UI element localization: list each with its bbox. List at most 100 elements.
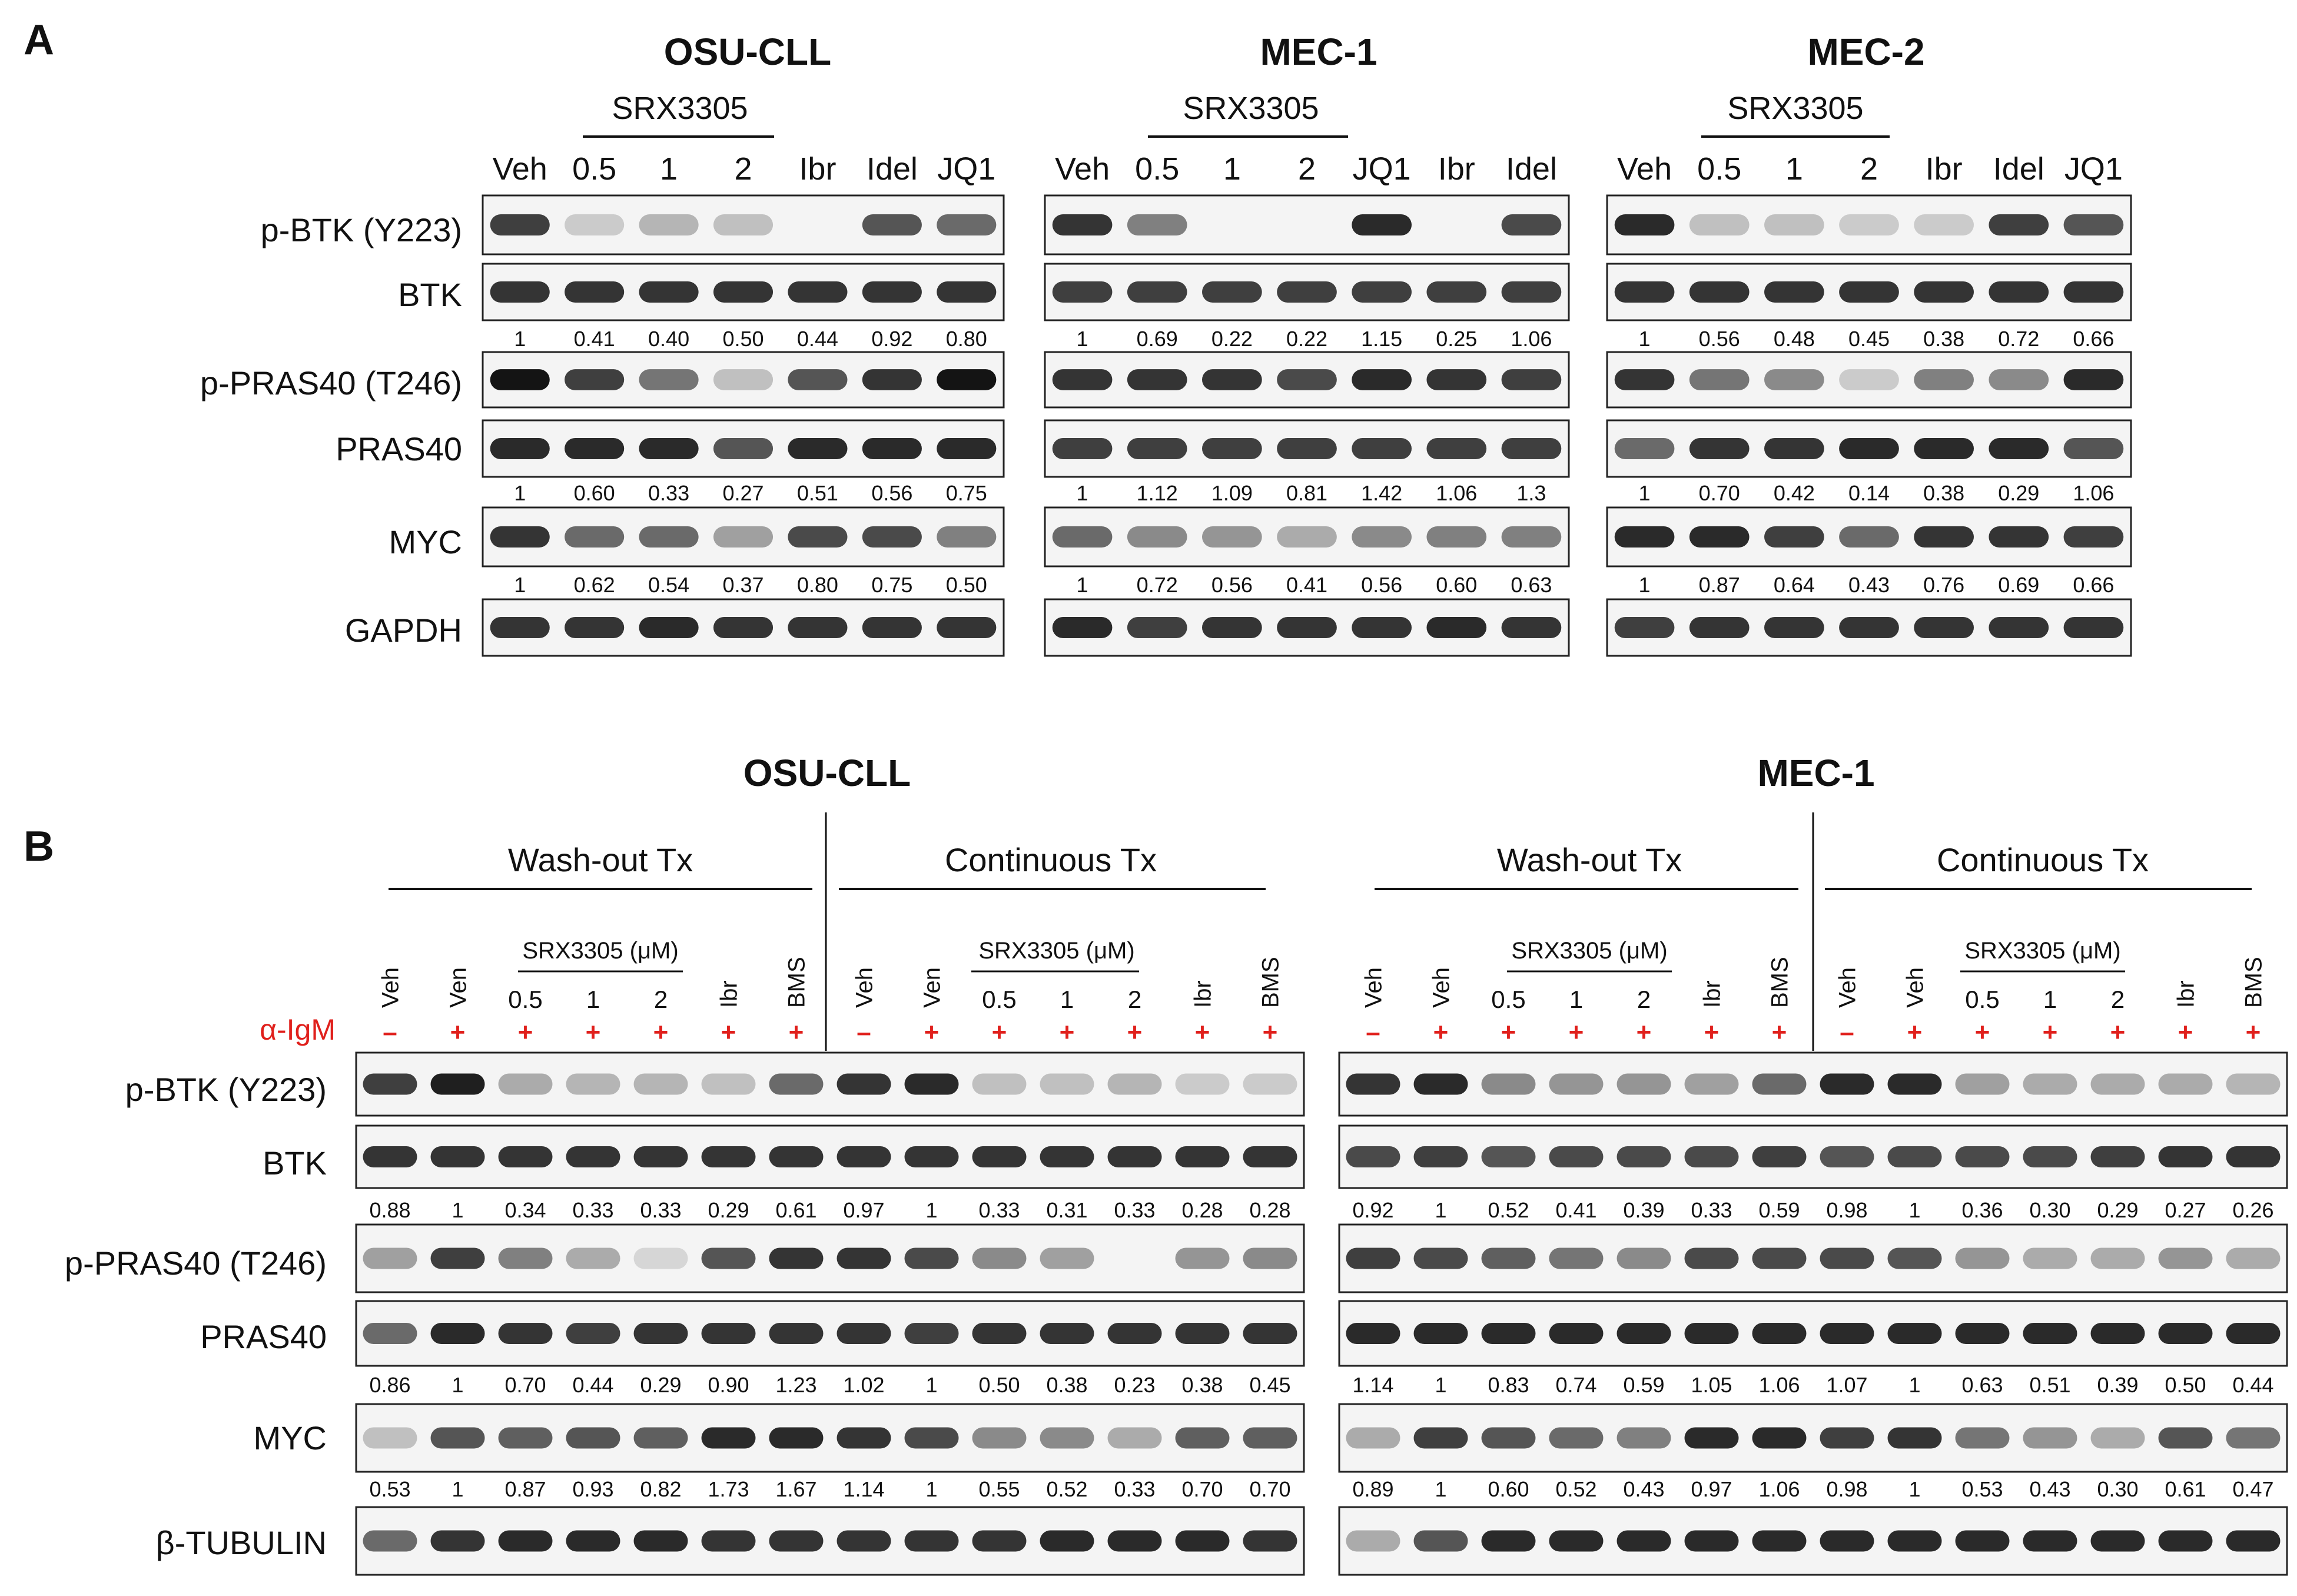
panel-b-blot-band	[1955, 1530, 2010, 1552]
panel-b-blot-band	[1175, 1146, 1230, 1167]
panel-b-blot-band	[1481, 1073, 1536, 1095]
panel-b-quant-value: 0.52	[1488, 1198, 1529, 1222]
panel-b-quant-value: 1.07	[1826, 1373, 1867, 1397]
panel-a-row-label-gapdh: GAPDH	[345, 612, 462, 649]
panel-b-regimen-continuous-osucll: Continuous Tx	[945, 841, 1157, 878]
panel-b-blot-band	[1481, 1530, 1536, 1552]
panel-b-blot-band	[972, 1427, 1027, 1449]
panel-b-blot-band	[1481, 1247, 1536, 1269]
panel-a-quant-value: 0.51	[797, 481, 838, 505]
panel-a-blot-band	[1352, 617, 1412, 638]
panel-a-quant-value: 0.66	[2073, 573, 2114, 597]
panel-b-blot-band	[363, 1073, 417, 1095]
panel-a-blot-band	[639, 281, 699, 303]
panel-a-lane-label: 2	[734, 151, 752, 187]
panel-b-blot-band	[1684, 1427, 1739, 1449]
panel-b-blot-band	[2226, 1146, 2281, 1167]
panel-b-title-osucll: OSU-CLL	[743, 752, 911, 794]
panel-b-igm-sign: +	[992, 1018, 1007, 1047]
panel-a-blot-band	[1277, 369, 1337, 390]
panel-b-blot-band	[1413, 1530, 1468, 1552]
panel-b-blot-band	[1752, 1073, 1807, 1095]
panel-a-quant-value: 0.54	[648, 573, 689, 597]
panel-a-blot-band	[1052, 214, 1113, 235]
panel-b-lane-label: Veh	[1835, 967, 1861, 1008]
panel-b-quant-value: 0.98	[1826, 1477, 1867, 1501]
panel-a-blot-band	[565, 617, 625, 638]
panel-b-blot-band	[1040, 1427, 1094, 1449]
panel-a-blot-band	[1352, 526, 1412, 548]
panel-b-blot-band	[1549, 1073, 1604, 1095]
panel-b-blot-band	[2023, 1323, 2077, 1344]
panel-b-blot-band	[2226, 1530, 2281, 1552]
panel-b-blot-band	[1549, 1530, 1604, 1552]
panel-b-blot-band	[1887, 1146, 1942, 1167]
panel-a-letter: A	[24, 16, 54, 64]
panel-b-igm-sign: +	[1569, 1018, 1584, 1047]
panel-b-quant-value: 0.41	[1555, 1198, 1596, 1222]
panel-a-quant-value: 1	[1077, 327, 1088, 351]
panel-b-quant-value: 0.89	[1352, 1477, 1393, 1501]
panel-a-quant-value: 0.25	[1436, 327, 1477, 351]
panel-b-lane-label: 2	[1128, 986, 1141, 1013]
panel-b-blot-band	[701, 1247, 756, 1269]
panel-b-blot-band	[2090, 1247, 2145, 1269]
panel-a-blot-band	[1052, 438, 1113, 459]
panel-a-lane-label: 2	[1860, 151, 1878, 187]
panel-a-blot-band	[1914, 369, 1974, 390]
panel-b-quant-value: 0.53	[1961, 1477, 2003, 1501]
panel-a-blot-band	[1839, 369, 1899, 390]
panel-b-lane-label: Ven	[920, 967, 945, 1008]
panel-b-blot-band	[2090, 1323, 2145, 1344]
panel-a-blot-band	[639, 214, 699, 235]
panel-a-blot-band	[1127, 617, 1187, 638]
panel-b-lane-label: Veh	[378, 967, 404, 1008]
panel-b-blot-band	[904, 1530, 959, 1552]
panel-b-quant-value: 0.38	[1046, 1373, 1087, 1397]
panel-a-blot-band	[1614, 438, 1675, 459]
panel-b-quant-value: 0.33	[1114, 1198, 1155, 1222]
panel-b-blot-band	[1346, 1530, 1400, 1552]
panel-b-blot-band	[2023, 1530, 2077, 1552]
panel-b-blot-band	[837, 1146, 891, 1167]
panel-b-blot-band	[430, 1247, 485, 1269]
panel-b-blot-band	[1413, 1427, 1468, 1449]
panel-a-blot-band	[1989, 617, 2049, 638]
panel-a-blot-band	[1202, 369, 1262, 390]
panel-a-blot-band	[490, 281, 550, 303]
panel-b-lane-label: BMS	[784, 957, 810, 1008]
panel-a-lane-label: Idel	[867, 151, 918, 187]
panel-a-lane-label: Idel	[1506, 151, 1557, 187]
panel-a-lane-label: Idel	[1993, 151, 2044, 187]
panel-b-blot-band	[1752, 1530, 1807, 1552]
panel-a-blot-band	[1127, 281, 1187, 303]
panel-a-quant-value: 1	[514, 327, 526, 351]
panel-b-blot-band	[1175, 1530, 1230, 1552]
panel-b-quant-value: 1	[925, 1477, 937, 1501]
panel-a-blot-band	[565, 214, 625, 235]
panel-b-blot-band	[837, 1323, 891, 1344]
panel-b-blot-band	[498, 1247, 553, 1269]
panel-a-row-label-ppras40: p-PRAS40 (T246)	[200, 364, 462, 402]
panel-a-quant-value: 0.56	[1361, 573, 1402, 597]
panel-a-quant-value: 0.64	[1774, 573, 1815, 597]
panel-a-blot-band	[713, 281, 774, 303]
panel-a-blot-band	[862, 617, 922, 638]
panel-b-quant-value: 1.67	[775, 1477, 816, 1501]
panel-b-lane-label: BMS	[1258, 957, 1284, 1008]
panel-b-blot-band	[769, 1146, 824, 1167]
panel-a-quant-value: 1	[1639, 481, 1651, 505]
panel-a-blot-band	[1277, 438, 1337, 459]
panel-a-quant-value: 0.37	[722, 573, 764, 597]
panel-b-dose-label: SRX3305 (μM)	[1964, 938, 2120, 964]
panel-a-quant-value: 0.76	[1923, 573, 1964, 597]
panel-a-quant-value: 0.40	[648, 327, 689, 351]
panel-a-blot-band	[1914, 214, 1974, 235]
panel-b-quant-value: 0.55	[978, 1477, 1020, 1501]
panel-b-igm-sign: +	[2110, 1018, 2126, 1047]
panel-a-lane-label: 1	[1785, 151, 1803, 187]
panel-b-quant-value: 0.28	[1181, 1198, 1223, 1222]
panel-b-blot-band	[837, 1530, 891, 1552]
panel-b-lane-label: Ibr	[1699, 980, 1725, 1008]
